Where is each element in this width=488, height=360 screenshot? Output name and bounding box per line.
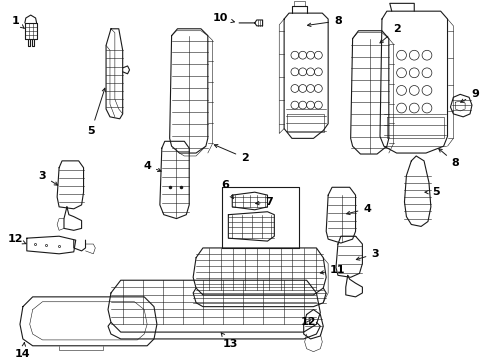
- Text: 6: 6: [221, 180, 233, 199]
- Text: 1: 1: [11, 16, 24, 28]
- Text: 5: 5: [424, 187, 439, 197]
- Text: 10: 10: [212, 13, 234, 23]
- Text: 7: 7: [255, 197, 273, 207]
- Text: 13: 13: [221, 333, 238, 349]
- Text: 8: 8: [438, 149, 458, 168]
- Text: 5: 5: [87, 88, 105, 135]
- Text: 3: 3: [356, 249, 378, 260]
- Text: 14: 14: [15, 343, 31, 359]
- Text: 2: 2: [214, 145, 248, 163]
- Text: 4: 4: [143, 161, 161, 172]
- Text: 11: 11: [320, 265, 345, 275]
- Text: 2: 2: [379, 24, 400, 43]
- Text: 4: 4: [346, 204, 370, 215]
- Text: 12: 12: [300, 317, 316, 327]
- Text: 12: 12: [7, 234, 26, 244]
- Text: 9: 9: [460, 89, 478, 102]
- Text: 8: 8: [307, 16, 341, 27]
- Text: 3: 3: [39, 171, 58, 185]
